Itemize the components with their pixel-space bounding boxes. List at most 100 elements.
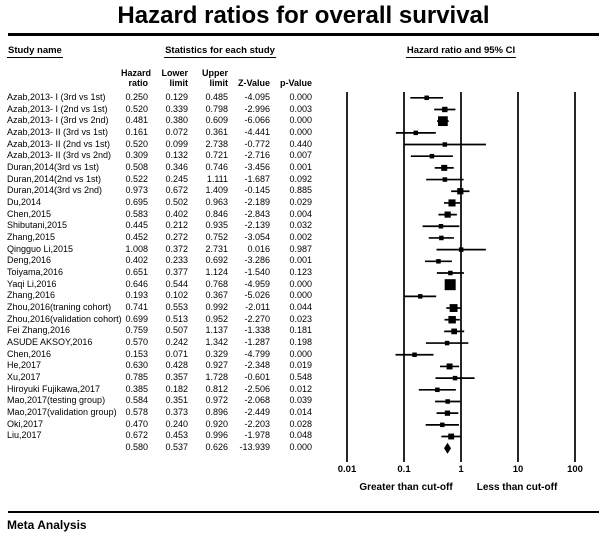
stat-value: 1.342: [205, 337, 228, 348]
stat-value: 0.502: [165, 197, 188, 208]
effect-square: [444, 279, 456, 291]
stat-value: -0.145: [244, 185, 270, 196]
table-row: Chen,2016 0.153 0.071 0.329 -4.799 0.000: [7, 349, 317, 361]
effect-square: [448, 270, 453, 276]
stat-value: 0.452: [125, 232, 148, 243]
effect-square: [451, 328, 458, 335]
stat-value: -13.939: [239, 442, 270, 453]
table-row: Yaqi Li,2016 0.646 0.544 0.768 -4.959 0.000: [7, 279, 317, 291]
stat-value: 0.072: [165, 127, 188, 138]
stat-value: 0.361: [205, 127, 228, 138]
stat-value: 0.372: [165, 243, 188, 254]
stat-value: 0.012: [289, 383, 312, 394]
stat-value: 0.453: [165, 430, 188, 441]
stat-value: 0.428: [165, 360, 188, 371]
study-name: Zhang,2016: [7, 290, 56, 301]
stat-value: 0.522: [125, 173, 148, 184]
stat-value: 0.721: [205, 150, 228, 161]
stat-value: 0.752: [205, 232, 228, 243]
stat-value: 0.759: [125, 325, 148, 336]
stat-value: 0.935: [205, 220, 228, 231]
stat-value: 0.000: [289, 92, 312, 102]
stat-value: 0.357: [165, 372, 188, 383]
stat-value: 0.198: [289, 337, 312, 348]
stat-value: -6.066: [244, 115, 270, 126]
subheader-hazard-ratio: Hazard ratio: [121, 68, 152, 88]
axis-tick-label: 100: [567, 464, 583, 475]
study-name: Duran,2014(2nd vs 1st): [7, 173, 102, 184]
stat-value: 0.351: [165, 395, 188, 406]
study-name: Azab,2013- II (3rd vs 2nd): [7, 150, 112, 161]
stat-value: 0.380: [165, 115, 188, 126]
stat-value: -2.011: [245, 302, 270, 313]
stat-value: 0.367: [205, 290, 228, 301]
stat-value: -3.286: [244, 255, 270, 266]
stat-value: 0.000: [289, 442, 312, 453]
stat-value: 0.485: [205, 92, 228, 102]
effect-square: [438, 116, 448, 127]
stat-value: 0.996: [205, 430, 228, 441]
stat-value: -2.189: [244, 197, 270, 208]
effect-square: [446, 363, 453, 370]
stat-value: -1.540: [244, 267, 270, 278]
stat-value: 0.445: [125, 220, 148, 231]
stat-value: 0.132: [165, 150, 188, 161]
stat-value: 0.099: [165, 138, 188, 149]
stat-value: 0.741: [125, 302, 148, 313]
effect-square: [444, 340, 450, 346]
effect-square: [448, 433, 455, 440]
stat-value: -2.506: [244, 383, 270, 394]
stat-value: 0.123: [289, 267, 312, 278]
stat-value: 0.272: [165, 232, 188, 243]
stat-value: 0.402: [125, 255, 148, 266]
effect-square: [444, 211, 451, 218]
stat-value: 0.385: [125, 383, 148, 394]
stat-value: 0.000: [289, 290, 312, 301]
stat-value: 0.182: [165, 383, 188, 394]
stat-value: 0.000: [289, 115, 312, 126]
stat-value: 0.250: [125, 92, 148, 102]
study-name: Mao,2017(testing group): [7, 395, 106, 406]
stat-value: -2.449: [244, 407, 270, 418]
study-name: Toiyama,2016: [7, 267, 64, 278]
study-name: Hiroyuki Fujikawa,2017: [7, 383, 101, 394]
stat-value: 0.032: [289, 220, 312, 231]
stat-value: 0.153: [125, 348, 148, 359]
study-name: Azab,2013- II (2nd vs 1st): [7, 138, 111, 149]
study-name: Du,2014: [7, 197, 42, 208]
effect-square: [429, 153, 435, 159]
effect-square: [438, 224, 444, 229]
study-name: Qingguo Li,2015: [7, 243, 74, 254]
stat-value: 0.798: [205, 103, 228, 114]
stat-value: 0.481: [125, 115, 148, 126]
stat-value: 0.000: [289, 127, 312, 138]
table-row: Azab,2013- II (3rd vs 1st) 0.161 0.072 0.36…: [7, 127, 317, 139]
study-name: Yaqi Li,2016: [7, 278, 57, 289]
stat-value: 0.029: [289, 197, 312, 208]
stat-value: 0.583: [125, 208, 148, 219]
stat-value: -4.441: [244, 127, 270, 138]
forest-plot-canvas: 0.01 0.1 1 10 100: [338, 92, 583, 475]
stat-value: 0.019: [289, 360, 312, 371]
stat-value: 0.646: [125, 278, 148, 289]
table-row: Azab,2013- I (3rd vs 1st) 0.250 0.129 0.485…: [7, 92, 317, 104]
axis-tick-label: 0.1: [397, 464, 411, 475]
effect-square: [457, 188, 464, 195]
title-divider: [8, 33, 599, 36]
stat-value: 0.004: [289, 208, 312, 219]
stat-value: 0.952: [205, 313, 228, 324]
study-table: Azab,2013- I (3rd vs 1st) 0.250 0.129 0.485…: [7, 92, 317, 454]
stat-value: -1.687: [244, 173, 270, 184]
stat-value: 0.002: [289, 232, 312, 243]
stat-value: 0.508: [125, 162, 148, 173]
study-name: ASUDE AKSOY,2016: [7, 337, 93, 348]
stat-value: 0.102: [165, 290, 188, 301]
stat-value: 0.001: [289, 162, 312, 173]
stat-value: -2.996: [244, 103, 270, 114]
study-name: Liu,2017: [7, 430, 42, 441]
study-name: Duran,2014(3rd vs 2nd): [7, 185, 103, 196]
stat-value: 0.672: [165, 185, 188, 196]
subheader-upper-limit: Upper limit: [201, 68, 228, 88]
stat-value: 0.972: [205, 395, 228, 406]
stat-value: -2.139: [244, 220, 270, 231]
